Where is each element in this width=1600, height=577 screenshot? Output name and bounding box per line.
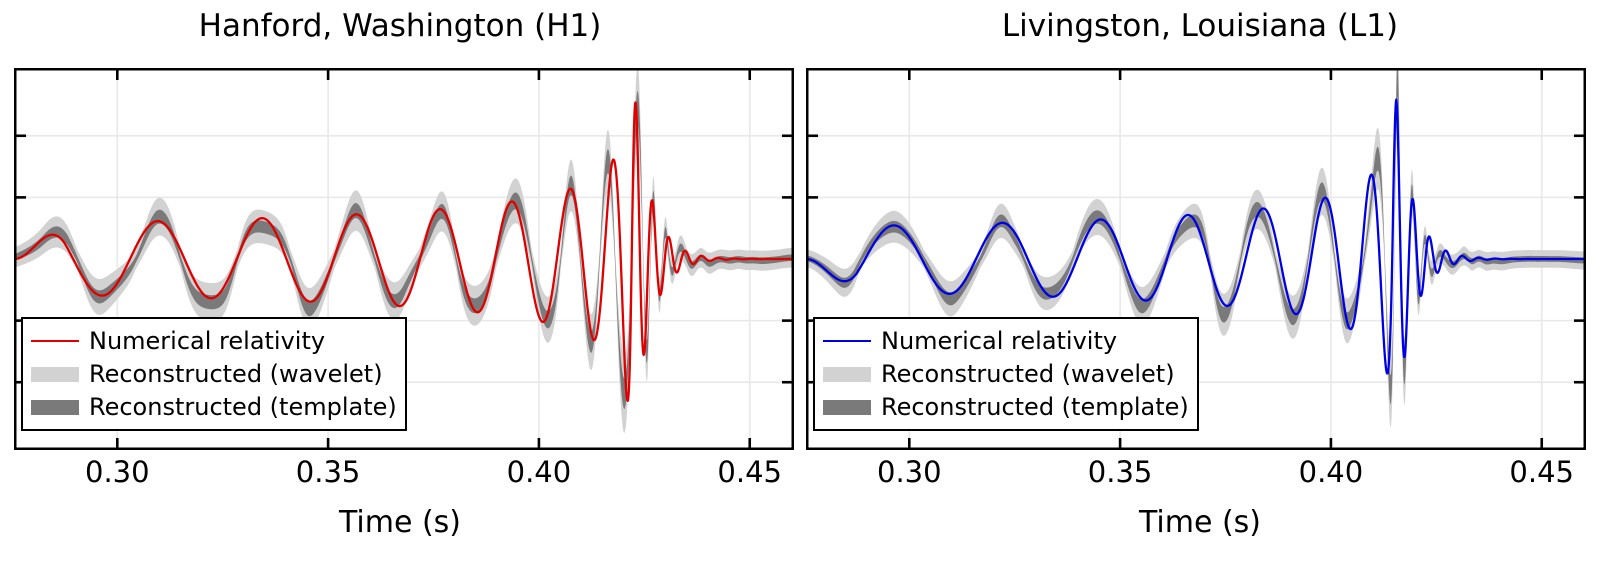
xtick-label: 0.40: [1298, 455, 1364, 489]
x-axis-label-h1: Time (s): [339, 505, 461, 540]
xtick-label: 0.45: [717, 455, 783, 489]
legend-label: Reconstructed (template): [881, 392, 1189, 421]
legend-item: Reconstructed (wavelet): [823, 357, 1189, 390]
patch-swatch: [823, 399, 871, 415]
xtick-labels-l1: 0.30 0.35 0.40 0.45: [800, 455, 1600, 497]
plot-area-h1: [14, 68, 794, 450]
xtick-label: 0.30: [877, 455, 942, 489]
legend-line-swatch-icon: [823, 332, 871, 350]
patch-swatch: [823, 366, 871, 382]
line-swatch: [823, 339, 871, 342]
xtick-label: 0.45: [1509, 455, 1575, 489]
legend-item: Numerical relativity: [31, 324, 397, 357]
legend-label: Reconstructed (template): [89, 392, 397, 421]
legend-label: Numerical relativity: [89, 326, 326, 355]
xtick-label: 0.40: [506, 455, 572, 489]
legend-patch-swatch-icon: [823, 398, 871, 416]
legend-item: Numerical relativity: [823, 324, 1189, 357]
line-swatch: [31, 339, 79, 342]
waveform-plot-h1: [14, 68, 794, 450]
xtick-label: 0.35: [295, 455, 361, 489]
legend-label: Reconstructed (wavelet): [881, 359, 1175, 388]
panel-title-h1: Hanford, Washington (H1): [198, 8, 602, 44]
legend-patch-swatch-icon: [823, 365, 871, 383]
xtick-label: 0.30: [85, 455, 150, 489]
patch-swatch: [31, 399, 79, 415]
legend-item: Reconstructed (template): [823, 390, 1189, 423]
legend-label: Reconstructed (wavelet): [89, 359, 383, 388]
panel-l1: Livingston, Louisiana (L1) 0.30 0.35 0.4…: [800, 0, 1600, 577]
legend-l1: Numerical relativity Reconstructed (wave…: [813, 317, 1199, 431]
panel-title-l1: Livingston, Louisiana (L1): [1001, 8, 1399, 44]
x-axis-label-l1: Time (s): [1139, 505, 1261, 540]
legend-item: Reconstructed (wavelet): [31, 357, 397, 390]
xtick-label: 0.35: [1087, 455, 1153, 489]
legend-patch-swatch-icon: [31, 365, 79, 383]
panel-h1: Hanford, Washington (H1) 0.30 0.35 0.40 …: [0, 8, 800, 540]
legend-label: Numerical relativity: [881, 326, 1118, 355]
legend-h1: Numerical relativity Reconstructed (wave…: [21, 317, 407, 431]
legend-patch-swatch-icon: [31, 398, 79, 416]
legend-item: Reconstructed (template): [31, 390, 397, 423]
patch-swatch: [31, 366, 79, 382]
legend-line-swatch-icon: [31, 332, 79, 350]
xtick-labels-h1: 0.30 0.35 0.40 0.45: [0, 455, 800, 497]
